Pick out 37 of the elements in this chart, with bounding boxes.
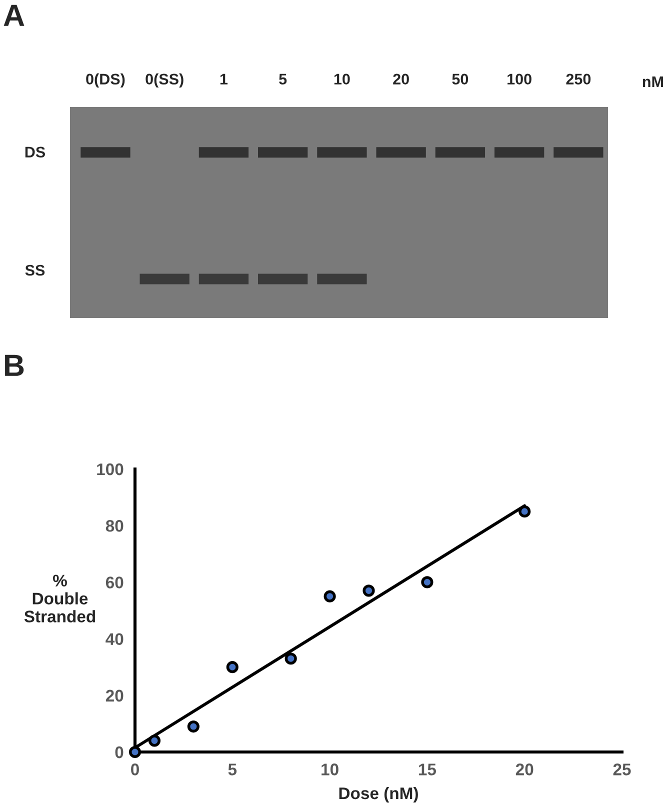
point xyxy=(324,590,336,602)
x-tick-label: 0 xyxy=(131,764,139,776)
point xyxy=(284,652,297,665)
point xyxy=(518,505,531,518)
y-tick-label: 80 xyxy=(106,520,124,532)
chart-title: B xyxy=(5,354,24,376)
y-tick-label: 60 xyxy=(106,576,124,588)
x-tick-label: 25 xyxy=(613,764,631,776)
category-label: 1 xyxy=(220,74,228,84)
y-tick-label: 40 xyxy=(106,633,124,646)
text: DS xyxy=(25,146,46,158)
y-tick-label: 20 xyxy=(106,690,124,702)
category-label: 20 xyxy=(393,74,409,85)
category-label: 0(DS) xyxy=(86,73,125,88)
x-tick-label: 20 xyxy=(516,764,534,776)
point xyxy=(187,720,200,733)
x-tick-label: 5 xyxy=(228,764,237,776)
y-axis-title: % Double Stranded xyxy=(24,574,96,622)
category-label: 250 xyxy=(566,74,591,85)
category-label: 100 xyxy=(508,74,532,85)
category-label: 5 xyxy=(279,74,287,85)
x-tick-label: 15 xyxy=(418,764,436,776)
x-axis-title: Dose (nM) xyxy=(339,786,418,803)
text: nM xyxy=(642,76,663,87)
text: SS xyxy=(25,264,45,276)
text: A xyxy=(4,4,24,26)
point xyxy=(128,746,142,758)
category-label: 10 xyxy=(334,74,350,85)
point xyxy=(421,576,434,588)
point xyxy=(362,584,375,597)
x-tick-label: 10 xyxy=(322,764,338,776)
category-label: 50 xyxy=(452,74,468,85)
point xyxy=(148,734,161,747)
point xyxy=(226,661,238,674)
y-tick-label: 0 xyxy=(115,746,124,758)
category-label: 0(SS) xyxy=(146,73,184,88)
y-tick-label: 100 xyxy=(97,463,124,476)
